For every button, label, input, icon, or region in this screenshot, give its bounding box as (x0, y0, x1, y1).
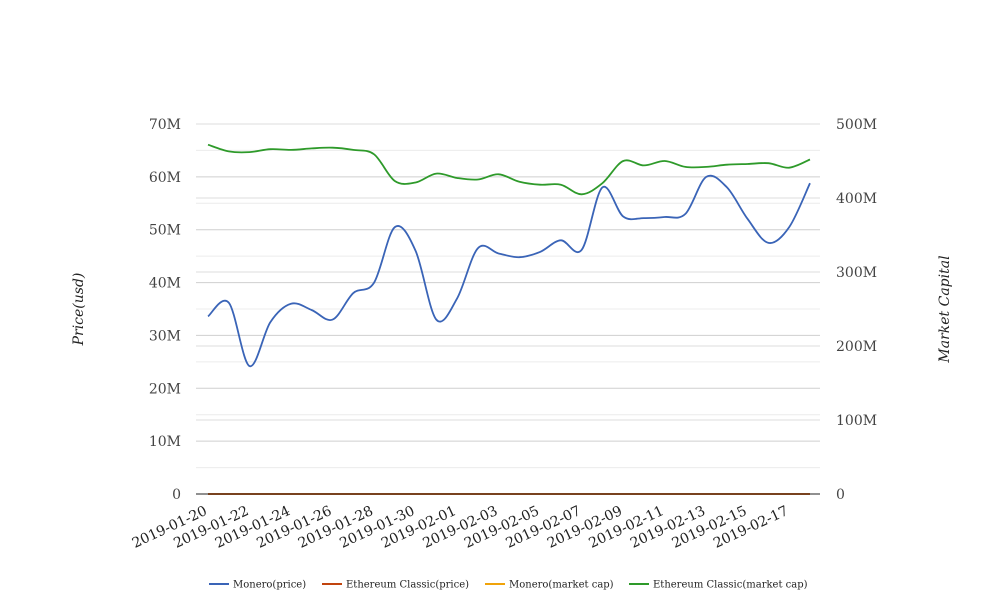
right-axis-title: Market Capital (937, 255, 953, 363)
left-tick-label: 70M (149, 117, 181, 133)
legend-label: Monero(market cap) (509, 580, 614, 591)
left-axis-ticks: 0 10M 20M 30M 40M 50M 60M 70M (149, 117, 181, 503)
right-tick-label: 200M (836, 339, 877, 355)
grid-lines (196, 123, 820, 469)
right-tick-label: 100M (836, 413, 877, 429)
legend-label: Ethereum Classic(price) (346, 580, 469, 591)
x-axis-ticks: 2019-01-202019-01-222019-01-242019-01-26… (130, 503, 791, 552)
right-tick-label: 0 (836, 487, 845, 503)
right-axis-ticks: 0 100M 200M 300M 400M 500M (836, 117, 877, 503)
left-tick-label: 20M (149, 381, 181, 397)
left-tick-label: 10M (149, 434, 181, 450)
series-line-monero-price (207, 174, 811, 367)
right-tick-label: 300M (836, 265, 877, 281)
right-tick-label: 400M (836, 191, 877, 207)
left-tick-label: 30M (149, 328, 181, 344)
legend-label: Monero(price) (233, 580, 306, 591)
legend: Monero(price) Ethereum Classic(price) Mone… (209, 580, 808, 591)
left-tick-label: 40M (149, 276, 181, 292)
left-tick-label: 60M (149, 170, 181, 186)
right-tick-label: 500M (836, 117, 877, 133)
legend-label: Ethereum Classic(market cap) (653, 580, 808, 591)
left-axis-title: Price(usd) (71, 273, 87, 347)
left-tick-label: 0 (172, 487, 181, 503)
series-line-ethereum-classic-market-cap (207, 143, 811, 196)
left-tick-label: 50M (149, 223, 181, 239)
